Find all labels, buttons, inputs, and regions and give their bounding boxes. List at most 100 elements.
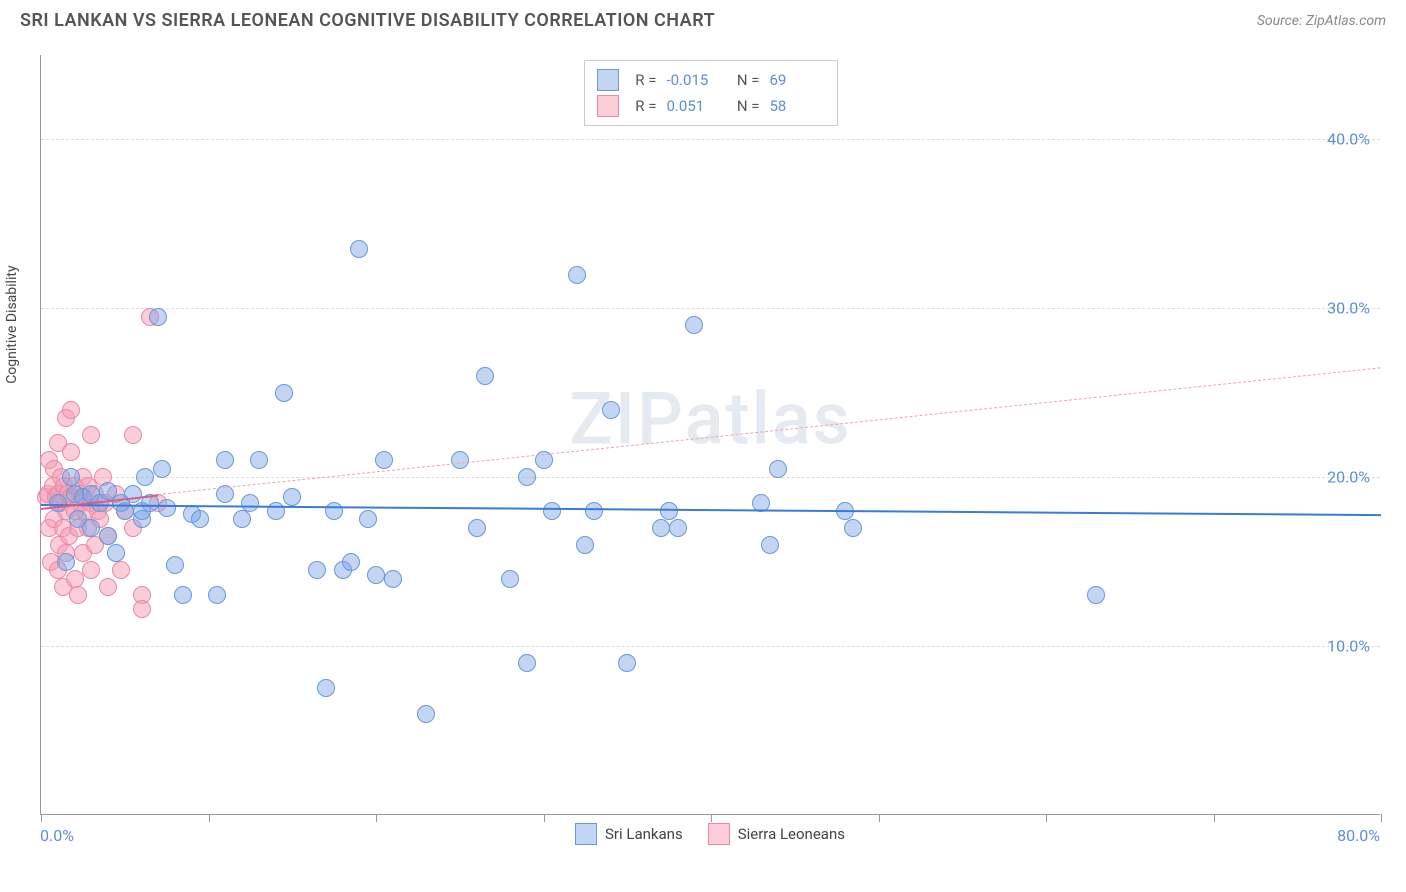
stat-n-value: 69 [770, 71, 825, 89]
legend-item: Sierra Leoneans [708, 823, 845, 845]
trend-line [158, 367, 1381, 495]
data-point [283, 488, 301, 506]
chart-container: Cognitive Disability ZIPatlas R =-0.015N… [40, 55, 1380, 815]
data-point [1087, 586, 1105, 604]
data-point [99, 578, 117, 596]
legend-item: Sri Lankans [575, 823, 683, 845]
data-point [576, 536, 594, 554]
data-point [585, 502, 603, 520]
y-tick-label: 40.0% [1327, 130, 1370, 149]
data-point [166, 556, 184, 574]
y-tick-label: 30.0% [1327, 299, 1370, 318]
data-point [112, 561, 130, 579]
bottom-legend: Sri Lankans Sierra Leoneans [575, 823, 845, 845]
data-point [62, 443, 80, 461]
x-tick [879, 814, 880, 822]
x-axis-start-label: 0.0% [40, 826, 74, 845]
data-point [568, 266, 586, 284]
data-point [602, 401, 620, 419]
x-tick [1214, 814, 1215, 822]
data-point [124, 426, 142, 444]
stats-swatch [597, 69, 619, 91]
x-axis-end-label: 80.0% [1337, 826, 1380, 845]
data-point [82, 519, 100, 537]
data-point [250, 451, 268, 469]
data-point [241, 494, 259, 512]
stat-r-label: R = [629, 71, 657, 89]
data-point [107, 544, 125, 562]
data-point [62, 468, 80, 486]
x-tick [209, 814, 210, 822]
data-point [216, 451, 234, 469]
data-point [158, 499, 176, 517]
stat-r-label: R = [629, 97, 657, 115]
data-point [468, 519, 486, 537]
data-point [82, 426, 100, 444]
data-point [66, 570, 84, 588]
stat-n-value: 58 [770, 97, 825, 115]
x-tick [711, 814, 712, 822]
data-point [761, 536, 779, 554]
data-point [124, 485, 142, 503]
source-label: Source: ZipAtlas.com [1257, 13, 1386, 29]
grid-line [41, 308, 1380, 309]
y-tick-label: 20.0% [1327, 468, 1370, 487]
data-point [543, 502, 561, 520]
data-point [267, 502, 285, 520]
data-point [342, 553, 360, 571]
grid-line [41, 139, 1380, 140]
data-point [518, 654, 536, 672]
y-axis-label: Cognitive Disability [4, 265, 20, 383]
data-point [275, 384, 293, 402]
data-point [308, 561, 326, 579]
data-point [669, 519, 687, 537]
data-point [652, 519, 670, 537]
legend-swatch [575, 823, 597, 845]
data-point [153, 460, 171, 478]
data-point [518, 468, 536, 486]
data-point [82, 561, 100, 579]
data-point [57, 553, 75, 571]
stat-r-value: 0.051 [667, 97, 722, 115]
grid-line [41, 477, 1380, 478]
data-point [69, 586, 87, 604]
x-tick [1046, 814, 1047, 822]
data-point [384, 570, 402, 588]
legend-label: Sierra Leoneans [738, 825, 845, 843]
data-point [49, 494, 67, 512]
y-tick-label: 10.0% [1327, 637, 1370, 656]
data-point [844, 519, 862, 537]
x-tick [1381, 814, 1382, 822]
data-point [233, 510, 251, 528]
chart-title: SRI LANKAN VS SIERRA LEONEAN COGNITIVE D… [20, 10, 715, 31]
data-point [317, 679, 335, 697]
data-point [174, 586, 192, 604]
stats-row: R = 0.051 N = 58 [597, 93, 825, 119]
x-tick [376, 814, 377, 822]
data-point [618, 654, 636, 672]
stat-r-value: -0.015 [667, 71, 722, 89]
data-point [99, 527, 117, 545]
data-point [769, 460, 787, 478]
stats-swatch [597, 95, 619, 117]
stat-n-label: N = [732, 71, 760, 89]
grid-line [41, 646, 1380, 647]
data-point [367, 566, 385, 584]
data-point [133, 600, 151, 618]
stat-n-label: N = [732, 97, 760, 115]
stats-row: R = -0.015 N = 69 [597, 67, 825, 93]
data-point [62, 401, 80, 419]
data-point [359, 510, 377, 528]
data-point [191, 510, 209, 528]
watermark: ZIPatlas [569, 377, 851, 462]
data-point [375, 451, 393, 469]
plot-area: ZIPatlas R = -0.015 N = 69 R = 0.051 N = 58 10.… [40, 55, 1380, 815]
data-point [350, 240, 368, 258]
data-point [136, 468, 154, 486]
stats-box: R = -0.015 N = 69 R = 0.051 N = 58 [584, 60, 838, 126]
data-point [685, 316, 703, 334]
data-point [325, 502, 343, 520]
x-tick [41, 814, 42, 822]
x-tick [544, 814, 545, 822]
data-point [417, 705, 435, 723]
